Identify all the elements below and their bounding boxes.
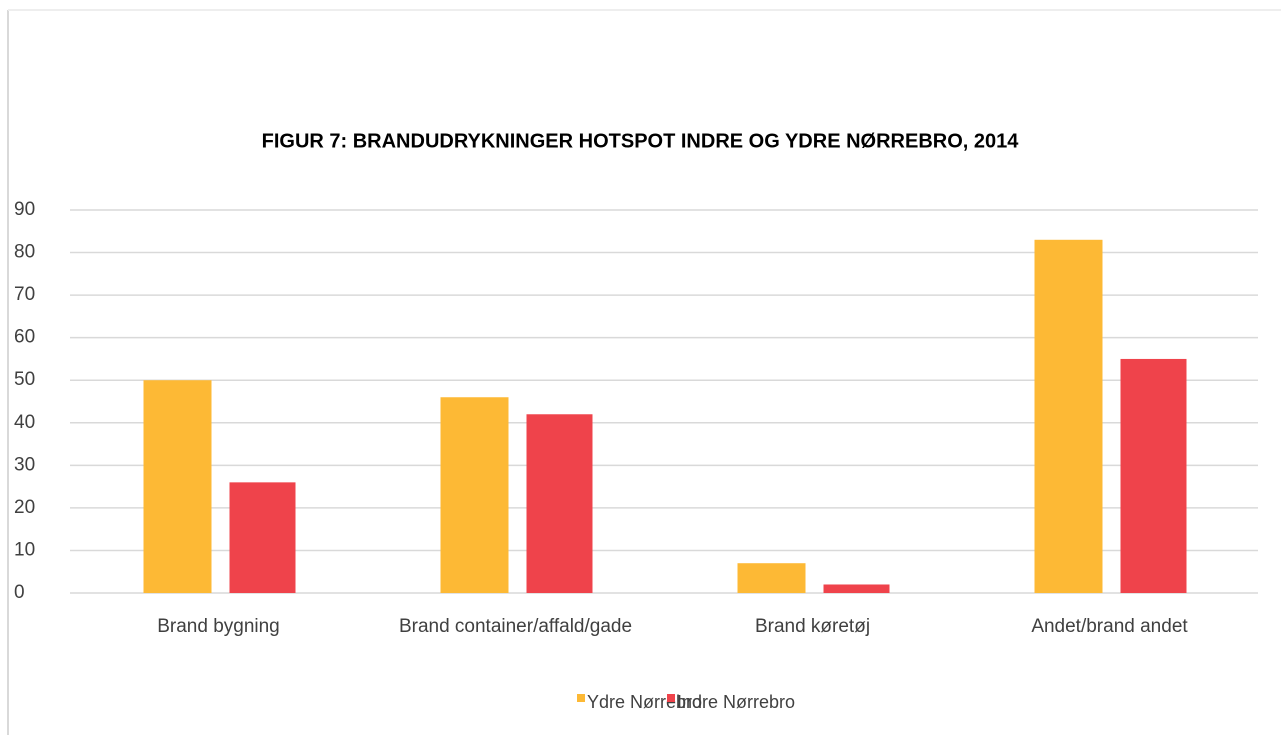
y-tick-label: 30 (14, 454, 35, 475)
y-tick-label: 10 (14, 539, 35, 560)
y-tick-label: 90 (14, 199, 35, 220)
x-tick-label: Brand bygning (157, 616, 280, 637)
bar (1034, 239, 1103, 594)
y-tick-label: 40 (14, 412, 35, 433)
y-tick-label: 70 (14, 284, 35, 305)
y-tick-label: 50 (14, 369, 35, 390)
x-tick-label: Brand køretøj (755, 616, 870, 637)
x-tick-label: Andet/brand andet (1031, 616, 1188, 637)
x-tick-label: Brand container/affald/gade (399, 616, 632, 637)
bar (526, 414, 593, 593)
y-tick-label: 60 (14, 327, 35, 348)
y-tick-label: 80 (14, 242, 35, 263)
y-tick-label: 20 (14, 497, 35, 518)
bar (1120, 358, 1187, 593)
y-tick-label: 0 (14, 582, 25, 603)
bar (737, 563, 806, 593)
bar (823, 584, 890, 593)
legend-label: Indre Nørrebro (677, 692, 795, 712)
legend-swatch (667, 694, 675, 702)
chart-title: FIGUR 7: BRANDUDRYKNINGER HOTSPOT INDRE … (262, 130, 1020, 152)
bar (440, 397, 509, 593)
legend-swatch (577, 694, 585, 702)
bar (229, 482, 296, 593)
bar (143, 380, 212, 593)
